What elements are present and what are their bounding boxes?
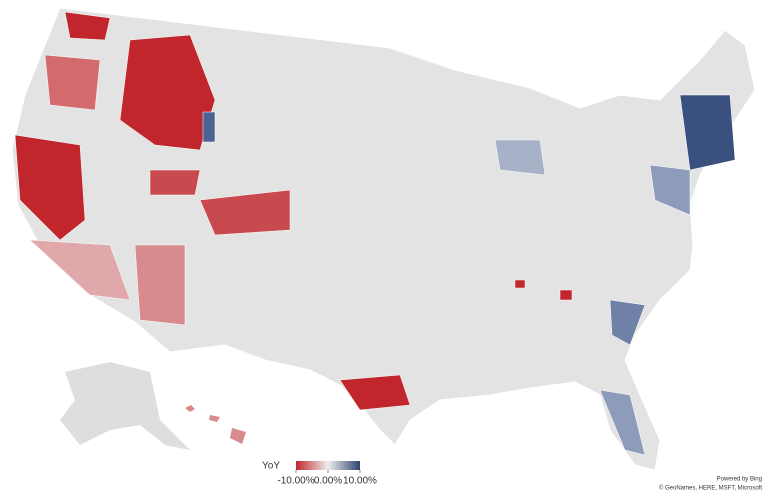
- region-pink: [29, 239, 131, 301]
- region-red: [149, 169, 201, 196]
- region-pink: [134, 244, 186, 326]
- region-blue: [649, 164, 691, 216]
- region-red: [339, 374, 411, 411]
- region-blue: [494, 139, 546, 176]
- legend-tick-label: 0.00%: [314, 476, 342, 487]
- alaska: [60, 362, 190, 450]
- region-red: [44, 54, 101, 111]
- region-blue: [679, 94, 736, 171]
- region-red: [514, 279, 573, 301]
- legend-tick-label: -10.00%: [277, 476, 314, 487]
- legend-title: YoY: [262, 461, 280, 472]
- county-shading: [14, 11, 736, 456]
- region-red: [199, 189, 291, 236]
- color-scale: [296, 461, 360, 470]
- region-red: [14, 134, 86, 241]
- attribution-copyright: © GeoNames, HERE, MSFT, Microsoft: [659, 485, 762, 492]
- legend-tick-label: 10.00%: [343, 476, 377, 487]
- region-red: [64, 11, 111, 41]
- region-red: [119, 34, 216, 151]
- legend: YoY -10.00% 0.00% 10.00%: [262, 461, 377, 487]
- region-blue: [609, 299, 646, 346]
- region-blue: [202, 111, 216, 143]
- attribution-powered: Powered by Bing: [717, 477, 762, 483]
- hawaii: [185, 405, 246, 444]
- region-blue: [599, 389, 646, 456]
